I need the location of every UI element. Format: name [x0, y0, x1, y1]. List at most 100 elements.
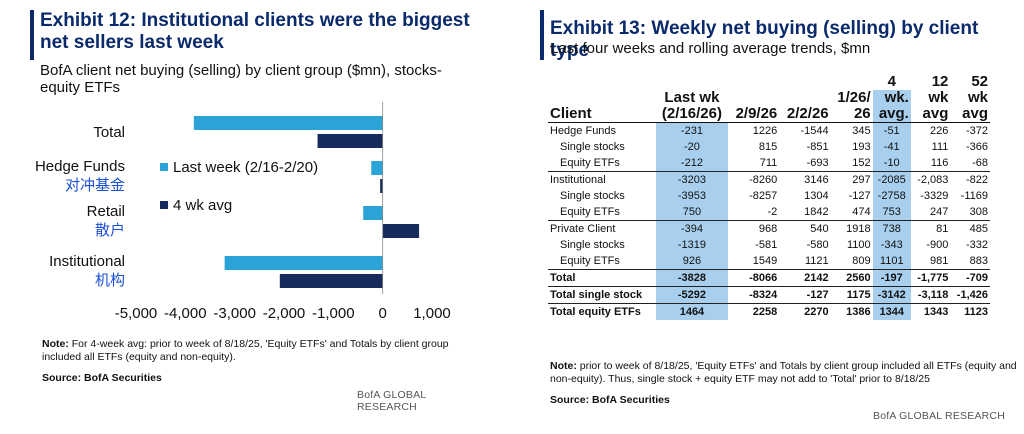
table-cell: -68 — [972, 157, 988, 169]
table-cell: 111 — [931, 141, 949, 153]
title-accent-bar — [540, 10, 544, 60]
table-cell: -212 — [655, 155, 728, 172]
bar-hedge-funds-4wk-avg — [380, 179, 383, 193]
column-header — [728, 90, 779, 106]
column-header: avg — [910, 106, 951, 123]
column-header: wk. — [872, 90, 911, 106]
exhibit-13-brand: BofA GLOBAL RESEARCH — [873, 410, 1005, 422]
column-header — [656, 74, 728, 90]
table-cell: -5292 — [655, 286, 728, 304]
table-cell: 1101 — [872, 253, 911, 270]
table-cell: 809 — [852, 255, 871, 267]
row-label: Single stocks — [560, 239, 625, 251]
table-cell: -366 — [965, 141, 988, 153]
table-row: Single stocks -1319 -581 -580 1100 -343 -900 -3… — [548, 237, 990, 253]
category-label-institutional: Institutional — [49, 253, 125, 270]
table-row: Equity ETFs -212 711 -693 152 -10 116 -68 — [548, 155, 990, 172]
x-tick-label: 1,000 — [413, 305, 451, 322]
table-cell: -8260 — [727, 171, 780, 188]
table-cell: -581 — [755, 239, 778, 251]
table-cell: -3953 — [655, 188, 728, 204]
table-header-row: 4 12 52 — [548, 74, 990, 90]
exhibit-13-note: Note: prior to week of 8/18/25, 'Equity … — [550, 360, 1017, 385]
bar-total-last-week — [193, 116, 383, 130]
bar-retail-last-week — [363, 206, 383, 220]
exhibit-13-source: Source: BofA Securities — [550, 394, 670, 406]
row-label: Single stocks — [560, 141, 625, 153]
exhibit-12-note: Note: For 4-week avg: prior to week of 8… — [42, 338, 449, 363]
table-cell: -8257 — [749, 190, 778, 202]
table-cell: 1343 — [910, 303, 951, 320]
table-cell: -851 — [806, 141, 829, 153]
category-sublabel-hedge-funds: 对冲基金 — [65, 177, 125, 194]
row-label: Single stocks — [560, 190, 625, 202]
table-cell: 1100 — [846, 239, 871, 251]
exhibit-12-subtitle: BofA client net buying (selling) by clie… — [40, 62, 442, 96]
exhibit-12-source: Source: BofA Securities — [42, 372, 162, 384]
x-tick-label: -1,000 — [312, 305, 355, 322]
table-cell: 2560 — [830, 269, 873, 287]
table-cell: 81 — [910, 220, 951, 237]
row-label: Equity ETFs — [560, 255, 620, 267]
table-cell: 1842 — [804, 206, 829, 218]
exhibit-12-panel: Exhibit 12: Institutional clients were t… — [0, 0, 480, 434]
table-cell: -3,118 — [910, 286, 951, 304]
table-cell: 883 — [969, 255, 988, 267]
table-cell: 1304 — [804, 190, 829, 202]
column-header: 2/2/26 — [779, 106, 831, 123]
row-label: Total single stock — [548, 286, 656, 304]
x-tick-label: -5,000 — [115, 305, 158, 322]
table-cell: -580 — [806, 239, 829, 251]
column-header: 4 — [887, 73, 896, 90]
title-accent-bar — [30, 10, 34, 60]
exhibit-13-panel: Exhibit 13: Weekly net buying (selling) … — [530, 0, 1024, 434]
category-label-hedge-funds: Hedge Funds — [35, 158, 125, 175]
table-cell: 2258 — [727, 303, 780, 320]
exhibit-13-subtitle: Last four weeks and rolling average tren… — [550, 40, 871, 57]
table-cell: -1,775 — [910, 269, 951, 287]
table-cell: -693 — [806, 157, 829, 169]
column-header: Last wk — [664, 89, 720, 106]
table-cell: -127 — [779, 286, 831, 304]
x-tick-label: -2,000 — [263, 305, 306, 322]
table-cell: -197 — [872, 269, 911, 287]
table-cell: -10 — [872, 155, 911, 172]
table-cell: 1121 — [804, 255, 829, 267]
column-header: avg — [950, 106, 990, 123]
column-header — [548, 90, 656, 106]
table-header-row: Client (2/16/26) 2/9/26 2/2/26 26 avg. avg avg — [548, 106, 990, 123]
exhibit-12-brand: BofA GLOBAL RESEARCH — [357, 389, 426, 413]
table-cell: -3203 — [655, 171, 728, 188]
exhibit-12-title: Exhibit 12: Institutional clients were t… — [40, 10, 470, 53]
row-label: Total — [548, 269, 656, 287]
column-header — [779, 90, 830, 106]
table-cell: 926 — [655, 253, 728, 270]
table-cell: -231 — [655, 122, 728, 139]
table-row: Equity ETFs 926 1549 1121 809 1101 981 883 — [548, 253, 990, 270]
table-row: Private Client -394 968 540 1918 738 81 485 — [548, 220, 990, 237]
row-label: Institutional — [548, 171, 656, 188]
table-cell: -1319 — [655, 237, 728, 253]
column-header — [779, 74, 830, 90]
table-cell: 1175 — [830, 286, 873, 304]
table-row: Single stocks -3953 -8257 1304 -127 -2758 -332… — [548, 188, 990, 204]
table-cell: -394 — [655, 220, 728, 237]
column-header: (2/16/26) — [655, 106, 728, 123]
legend-label-last-week: Last week (2/16-2/20) — [173, 159, 318, 176]
column-header: 52 — [971, 73, 988, 90]
x-tick-label: -4,000 — [164, 305, 207, 322]
row-label: Equity ETFs — [560, 157, 620, 169]
table-cell: -332 — [965, 239, 988, 251]
table-cell: -1544 — [779, 122, 831, 139]
table-cell: 1386 — [830, 303, 873, 320]
table-cell: 297 — [830, 171, 873, 188]
category-label-retail: Retail — [87, 203, 125, 220]
table-row: Institutional -3203 -8260 3146 297 -2085 -2,08… — [548, 171, 990, 188]
table-cell: -709 — [950, 269, 990, 287]
table-cell: -343 — [872, 237, 911, 253]
table-cell: -3828 — [655, 269, 728, 287]
table-cell: 750 — [655, 204, 728, 221]
table-cell: -3329 — [920, 190, 949, 202]
table-cell: -3142 — [872, 286, 911, 304]
table-row: Total equity ETFs 1464 2258 2270 1386 1344 134… — [548, 303, 990, 320]
